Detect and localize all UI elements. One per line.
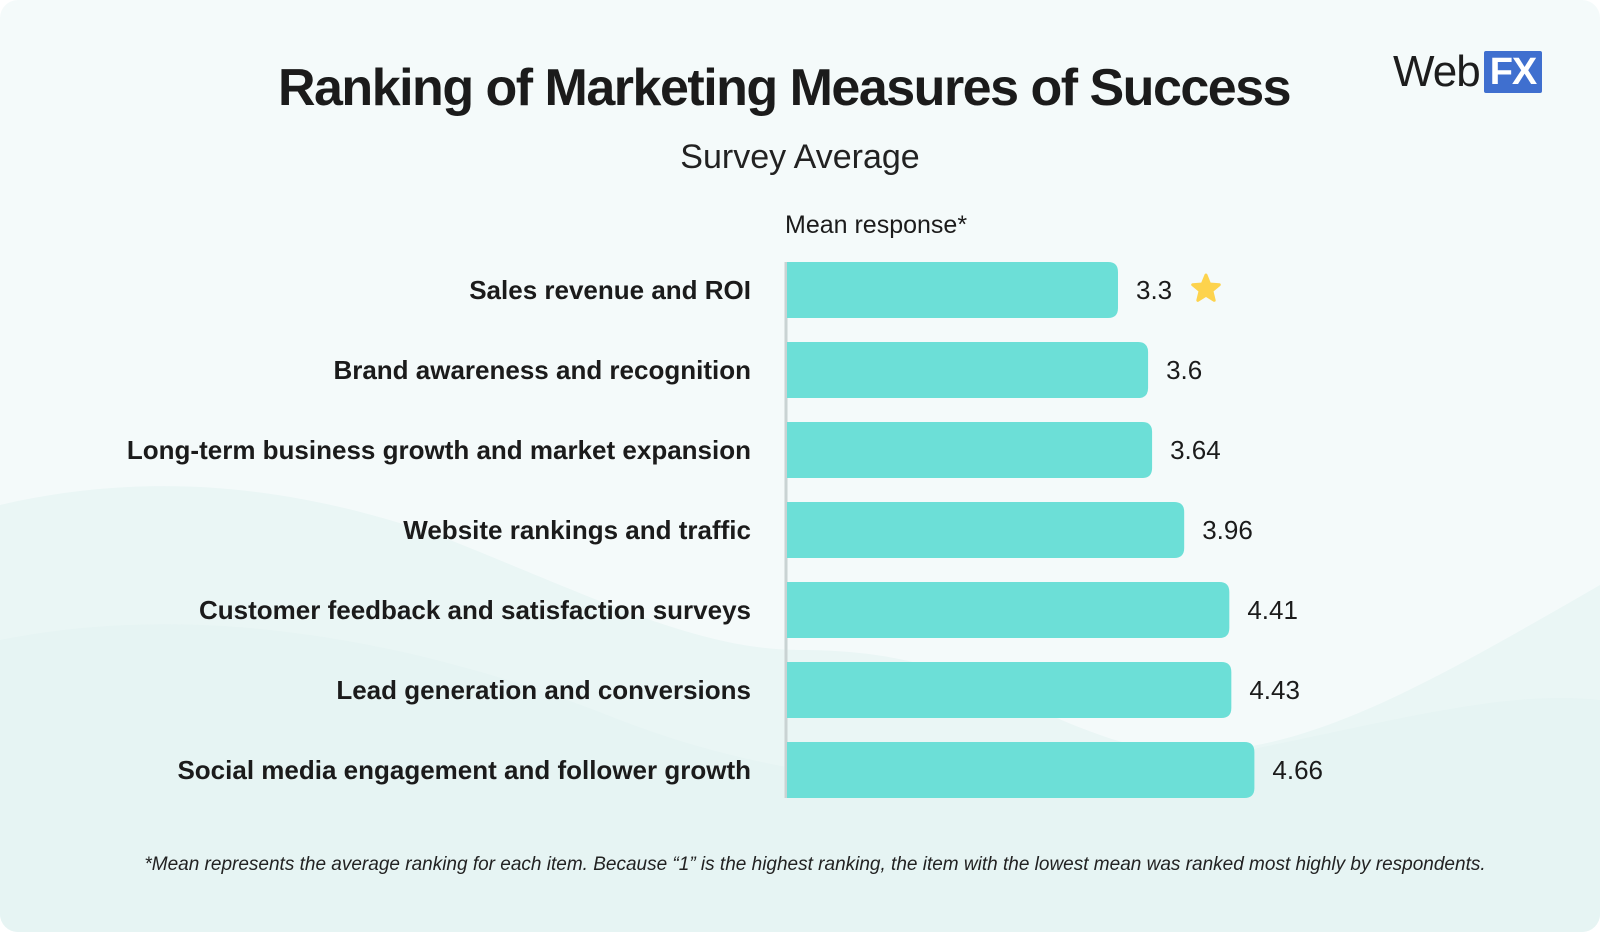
- star-icon: [1191, 273, 1221, 302]
- category-label: Social media engagement and follower gro…: [177, 755, 751, 785]
- x-axis-label: Mean response*: [785, 211, 967, 239]
- category-label: Brand awareness and recognition: [333, 355, 751, 385]
- category-label: Sales revenue and ROI: [469, 275, 751, 305]
- value-label: 4.66: [1272, 755, 1323, 785]
- chart-title: Ranking of Marketing Measures of Success: [277, 59, 1292, 117]
- bar: [787, 262, 1118, 318]
- footnote: *Mean represents the average ranking for…: [144, 854, 1486, 875]
- logo-fx-badge: FX: [1483, 51, 1543, 93]
- value-label: 3.3: [1136, 275, 1172, 305]
- category-label: Website rankings and traffic: [403, 515, 751, 545]
- bar: [787, 662, 1232, 718]
- value-label: 4.43: [1249, 675, 1300, 705]
- value-label: 3.64: [1170, 435, 1221, 465]
- category-label: Lead generation and conversions: [336, 675, 751, 705]
- logo-web-text: Web: [1393, 47, 1481, 96]
- value-label: 3.6: [1166, 355, 1202, 385]
- bar: [787, 502, 1185, 558]
- bar: [787, 582, 1230, 638]
- value-label: 4.41: [1247, 595, 1298, 625]
- bars-group: Sales revenue and ROI 3.3 Brand awareness …: [127, 262, 1323, 798]
- value-label: 3.96: [1202, 515, 1253, 545]
- bar: [787, 342, 1149, 398]
- chart-subtitle: Survey Average: [680, 138, 920, 176]
- bar: [787, 742, 1255, 798]
- category-label: Long-term business growth and market exp…: [127, 435, 751, 465]
- webfx-logo: Web FX: [1393, 47, 1543, 96]
- bar: [787, 422, 1153, 478]
- category-label: Customer feedback and satisfaction surve…: [199, 595, 751, 625]
